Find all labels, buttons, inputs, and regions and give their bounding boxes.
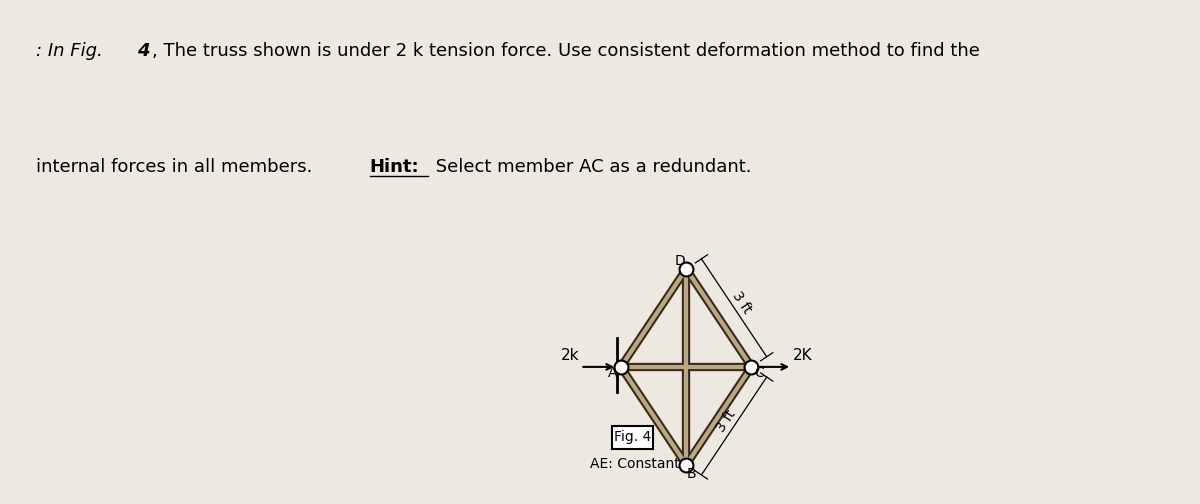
Text: , The truss shown is under 2 k tension force. Use consistent deformation method : , The truss shown is under 2 k tension f… [152,42,980,60]
Text: Select member AC as a redundant.: Select member AC as a redundant. [430,158,751,176]
Text: D: D [674,254,685,268]
Text: C: C [755,366,764,381]
Text: A: A [607,366,617,381]
Text: 2K: 2K [793,348,812,363]
Text: 2k: 2k [560,348,580,363]
Text: 3 ft: 3 ft [714,407,738,434]
Text: 3 ft: 3 ft [730,289,755,316]
Text: internal forces in all members.: internal forces in all members. [36,158,318,176]
Text: 4: 4 [137,42,149,60]
Text: Hint:: Hint: [370,158,419,176]
Text: B: B [686,467,696,481]
Text: AE: Constant: AE: Constant [590,457,680,471]
FancyBboxPatch shape [612,426,653,449]
Text: : In Fig.: : In Fig. [36,42,103,60]
Text: Fig. 4: Fig. 4 [614,430,652,445]
